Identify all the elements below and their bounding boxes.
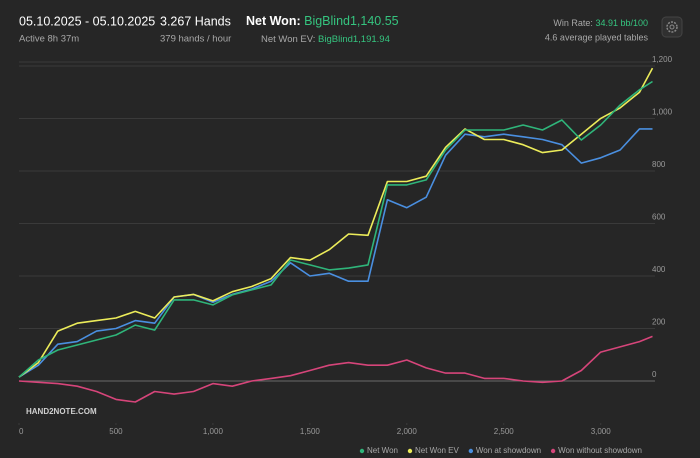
series-line: [18, 67, 654, 378]
x-tick-label: 500: [109, 427, 123, 436]
x-tick-label: 2,000: [397, 427, 418, 436]
series-line: [18, 80, 653, 378]
date-range: 05.10.2025 - 05.10.2025: [19, 14, 155, 28]
legend-label: Won at showdown: [476, 446, 541, 455]
y-tick-label: 1,000: [652, 108, 673, 117]
y-tick-label: 0: [652, 370, 657, 379]
y-tick-label: 1,200: [652, 55, 673, 64]
series-line: [18, 335, 653, 403]
y-tick-label: 600: [652, 213, 666, 222]
logo: HAND2NOTE.COM: [26, 407, 97, 416]
x-tick-label: 3,000: [591, 427, 612, 436]
y-tick-label: 400: [652, 265, 666, 274]
x-tick-label: 1,500: [300, 427, 321, 436]
win-rate: Win Rate: 34.91 bb/100: [553, 18, 648, 28]
legend-marker: [407, 448, 413, 454]
legend-label: Won without showdown: [558, 446, 642, 455]
net-won-ev-value: BigBlind1,191.94: [318, 34, 390, 45]
legend-marker: [359, 448, 365, 454]
legend-label: Net Won EV: [415, 446, 460, 455]
y-tick-label: 200: [652, 318, 666, 327]
net-won-ev-label: Net Won EV:: [261, 34, 315, 45]
legend-label: Net Won: [367, 446, 398, 455]
hands: 3.267 Hands: [160, 14, 231, 28]
legend-marker: [468, 448, 474, 454]
hands-per-hour: 379 hands / hour: [160, 34, 231, 45]
tables: 4.6 average played tables: [545, 32, 649, 42]
legend-marker: [550, 448, 556, 454]
x-tick-label: 2,500: [494, 427, 515, 436]
net-won-ev: Net Won EV: BigBlind1,191.94: [261, 34, 390, 45]
x-tick-label: 1,000: [203, 427, 224, 436]
settings-button[interactable]: [661, 16, 683, 38]
legend: Net Won Net Won EV Won at showdown Won with…: [359, 446, 642, 455]
win-rate-label: Win Rate:: [553, 18, 593, 28]
net-won-label: Net Won:: [246, 14, 301, 28]
x-tick-label: 0: [19, 427, 24, 436]
plot: 0 200 400 600 800 1,000 1,200 0 500 1,000 1,500 2,0…: [18, 55, 673, 436]
net-won: Net Won: BigBlind1,140.55: [246, 14, 399, 28]
win-rate-value: 34.91 bb/100: [595, 18, 648, 28]
net-won-value: BigBlind1,140.55: [304, 14, 399, 28]
active-time: Active 8h 37m: [19, 34, 79, 45]
y-tick-label: 800: [652, 160, 666, 169]
series-line: [18, 128, 653, 378]
